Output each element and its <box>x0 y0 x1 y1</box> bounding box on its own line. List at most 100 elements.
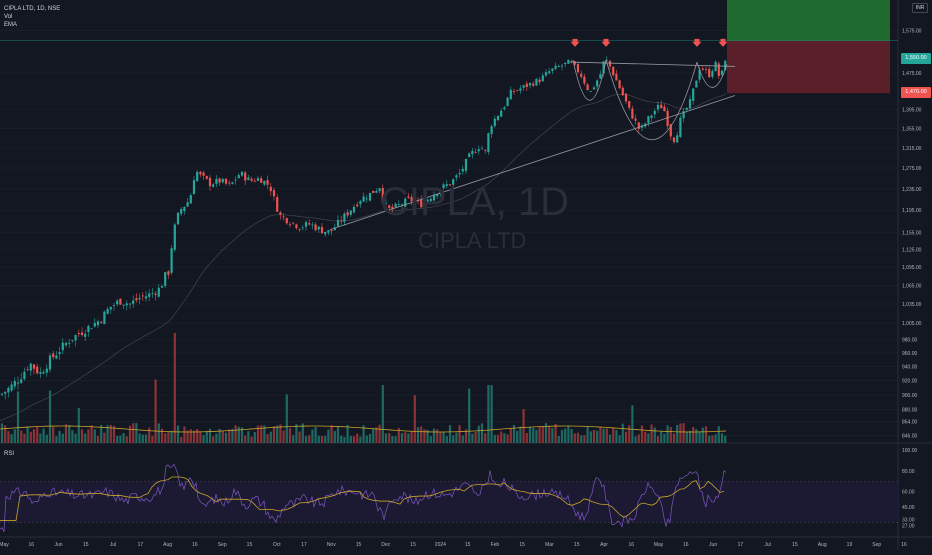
candle-body <box>618 80 621 89</box>
volume-bar <box>231 428 234 443</box>
volume-bar <box>532 428 535 443</box>
candle-body <box>52 353 55 358</box>
candle-body <box>676 135 679 143</box>
support-trendline <box>329 95 736 230</box>
volume-bar <box>170 430 173 443</box>
candle-body <box>48 355 52 370</box>
volume-bar <box>228 429 231 443</box>
volume-bar <box>234 425 237 443</box>
candle-body <box>400 204 404 206</box>
price-tick-label: 1,035.00 <box>902 302 922 308</box>
candle-body <box>64 343 68 346</box>
volume-bar <box>116 435 119 443</box>
candle-body <box>365 198 368 200</box>
time-tick-label: 16 <box>192 542 198 548</box>
candle-body <box>464 159 468 171</box>
candle-body <box>36 366 39 374</box>
volume-bar <box>29 431 32 443</box>
price-tick-label: 1,315.00 <box>902 146 922 152</box>
candle-body <box>477 149 480 152</box>
volume-bar <box>378 424 381 443</box>
volume-bar <box>653 427 656 443</box>
candle-body <box>301 227 304 229</box>
candle-body <box>720 70 724 75</box>
candle-body <box>199 171 202 175</box>
time-tick-label: Jul <box>110 542 116 548</box>
candle-body <box>519 88 522 91</box>
candle-body <box>263 180 266 185</box>
volume-bar <box>720 433 724 443</box>
price-tick-label: 1,395.00 <box>902 107 922 113</box>
rsi-tick-label: 33.00 <box>902 518 915 524</box>
indicator-volume-label[interactable]: Vol <box>4 14 13 20</box>
time-tick-label: May <box>0 542 9 548</box>
volume-bar <box>375 427 378 443</box>
candle-body <box>279 212 282 215</box>
candle-body <box>77 333 80 335</box>
volume-bar <box>298 431 301 443</box>
volume-bar <box>484 433 487 443</box>
volume-bar <box>362 425 365 443</box>
volume-bar <box>106 425 109 443</box>
volume-bar <box>138 433 141 443</box>
candle-body <box>247 177 250 180</box>
volume-bar <box>576 432 580 443</box>
candle-body <box>410 196 413 202</box>
rsi-tick-label: 45.00 <box>902 505 915 511</box>
volume-bar <box>676 425 679 443</box>
time-tick-label: 2024 <box>435 542 446 548</box>
neckline <box>569 61 736 67</box>
volume-bar <box>269 431 272 443</box>
volume-bar <box>324 435 327 443</box>
volume-bar <box>528 427 532 443</box>
candle-body <box>276 197 279 212</box>
currency-badge[interactable]: INR <box>912 3 928 13</box>
time-tick-label: Nov <box>327 542 336 548</box>
candle-body <box>397 204 400 205</box>
rsi-label[interactable]: RSI <box>4 451 15 457</box>
candle-body <box>122 304 125 306</box>
volume-bar <box>308 435 311 443</box>
candle-body <box>362 196 365 202</box>
candle-body <box>692 88 695 101</box>
candle-body <box>170 248 173 273</box>
candle-body <box>356 204 359 207</box>
volume-bar <box>618 435 621 443</box>
price-tick-label: 900.00 <box>902 393 918 399</box>
candle-body <box>253 180 256 182</box>
candle-body <box>592 87 596 90</box>
candle-body <box>103 311 106 325</box>
volume-bar <box>605 428 608 443</box>
candle-body <box>298 228 301 230</box>
volume-bar <box>365 435 368 443</box>
volume-bar <box>564 428 567 443</box>
candle-body <box>68 342 71 344</box>
volume-bar <box>407 433 410 443</box>
candle-body <box>672 137 676 142</box>
candle-body <box>663 106 666 112</box>
volume-bar <box>548 425 551 443</box>
volume-bar <box>612 427 615 443</box>
rsi-ma-line <box>0 476 725 521</box>
time-tick-label: 15 <box>465 542 471 548</box>
last-price-tag: 1,550.00 <box>901 53 931 64</box>
volume-bar <box>516 430 519 443</box>
volume-bar <box>512 425 516 443</box>
candle-body <box>605 59 608 61</box>
volume-bar <box>330 425 333 443</box>
candle-body <box>589 91 592 92</box>
volume-bar <box>554 423 557 443</box>
indicator-ema-label[interactable]: EMA <box>4 22 18 28</box>
volume-bar <box>356 433 359 443</box>
volume-bar <box>708 435 711 443</box>
watermark-symbol: CIPLA, 1D <box>380 180 569 224</box>
candle-body <box>20 379 23 383</box>
volume-bar <box>359 436 362 443</box>
volume-bar <box>420 426 423 443</box>
candle-body <box>96 321 100 326</box>
candle-body <box>125 303 128 306</box>
volume-bar <box>164 433 167 443</box>
candle-body <box>423 201 426 208</box>
